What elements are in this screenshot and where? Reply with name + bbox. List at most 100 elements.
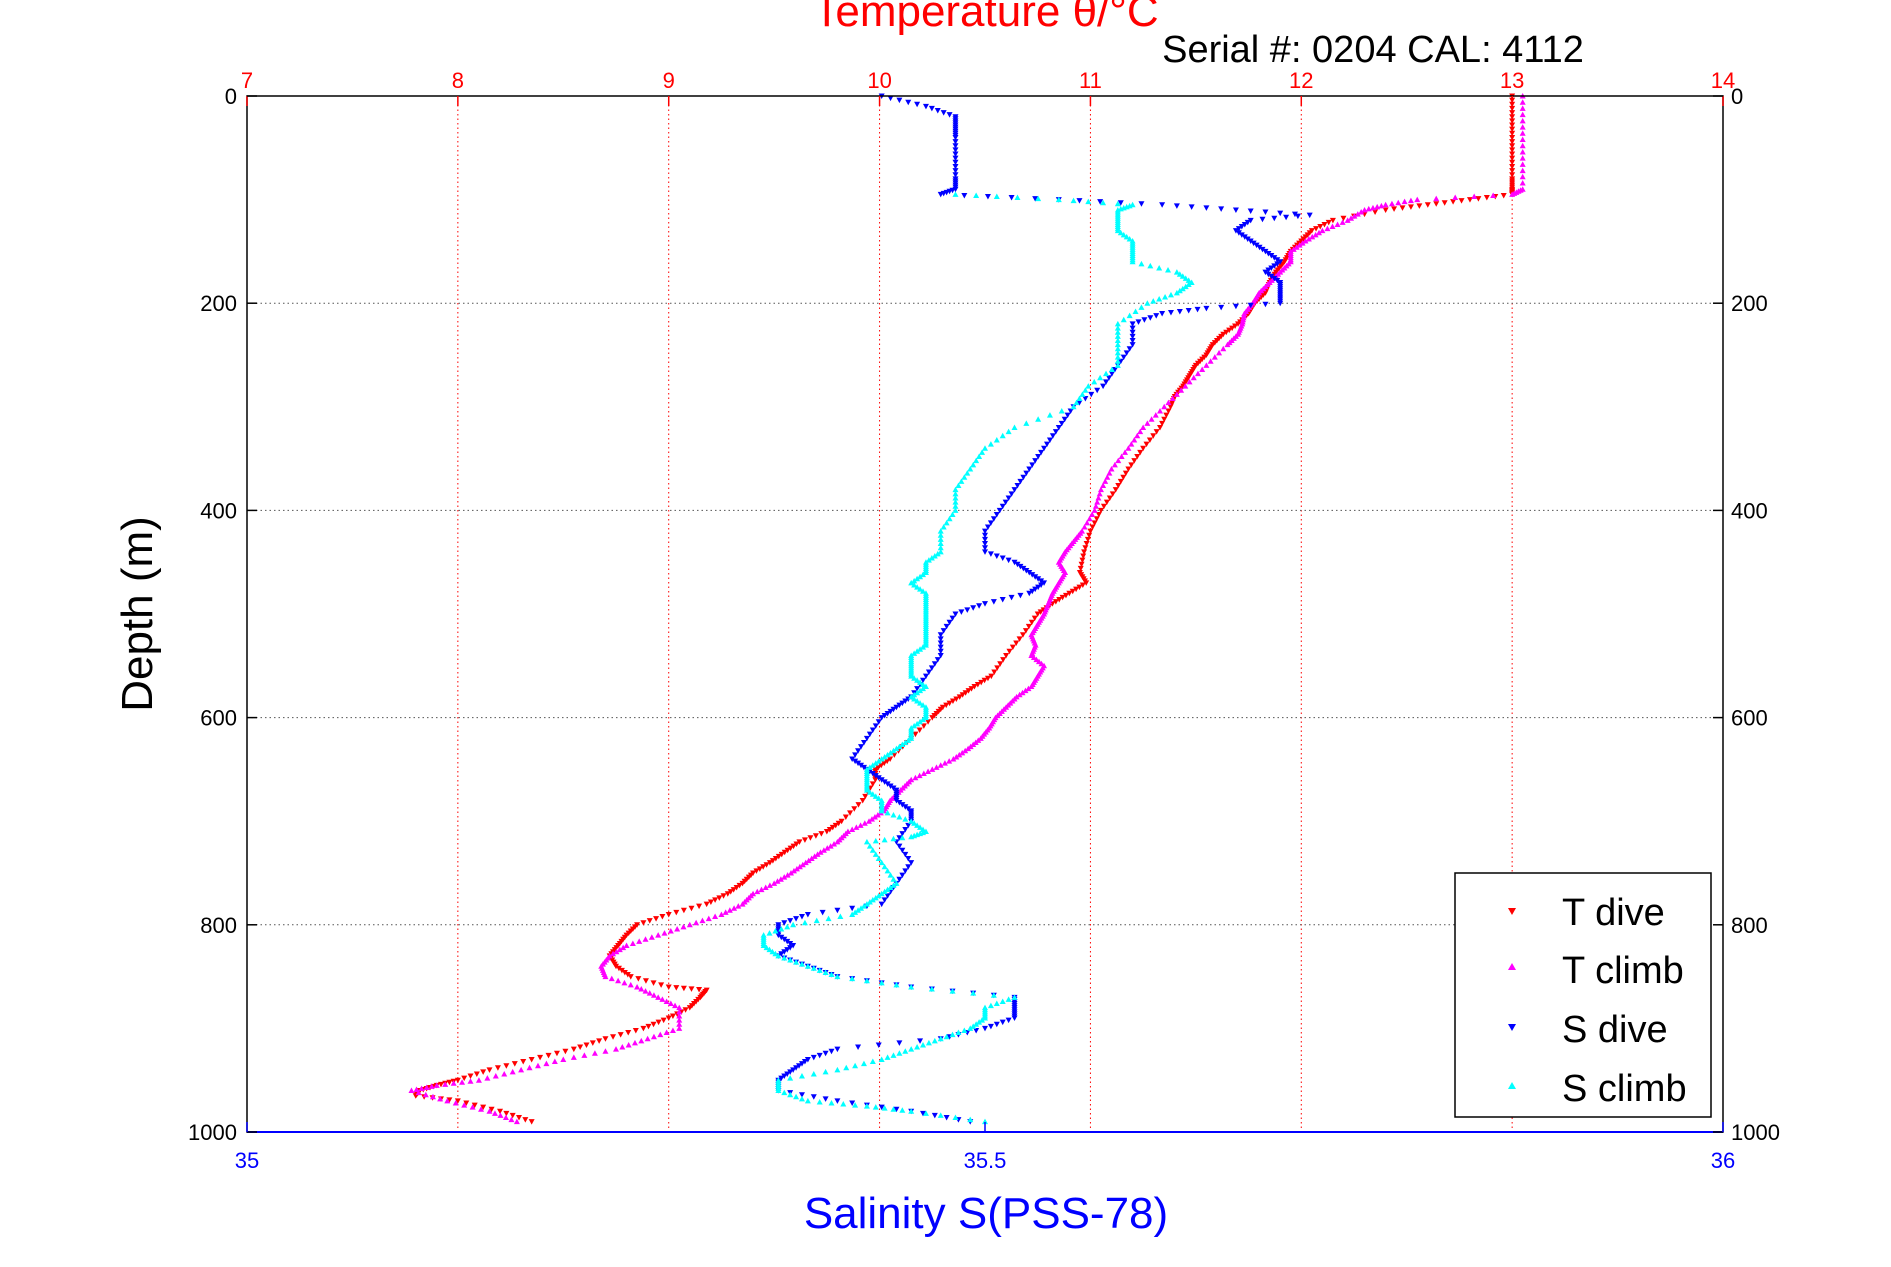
data-point [1005,1017,1012,1024]
data-point [1156,296,1163,302]
data-point [618,967,625,974]
data-point [1232,228,1239,234]
data-point [720,893,727,899]
data-point [990,516,997,522]
data-point [787,918,794,924]
data-point [1268,265,1275,271]
data-point [902,1048,909,1054]
data-point [1115,457,1122,464]
data-point [781,920,788,926]
data-point [1064,412,1071,419]
data-point [1176,287,1183,294]
data-point [1365,205,1372,212]
data-point [970,605,977,611]
data-point [1283,214,1290,221]
data-point [911,722,918,729]
data-point [949,511,956,518]
data-point [516,1114,523,1121]
data-point [872,760,879,766]
data-point [509,1068,516,1075]
data-point [1274,261,1281,267]
data-point [1043,441,1050,448]
data-point [621,969,628,976]
data-point [1078,561,1085,568]
data-point [528,1119,535,1125]
data-point [1084,519,1091,526]
data-point [881,897,888,903]
data-point [788,870,795,876]
data-point [871,814,878,820]
data-point [1022,628,1029,634]
data-point [1190,374,1197,381]
data-point [982,1025,988,1032]
data-point [787,957,794,963]
data-point [1268,253,1275,259]
data-point [1128,441,1135,447]
data-point [480,1104,487,1111]
data-point [1023,567,1030,574]
data-point [570,1046,577,1053]
data-point [952,163,959,170]
data-point [899,831,906,837]
data-point [503,1110,510,1117]
data-point [1519,186,1526,192]
data-point [1058,420,1065,427]
data-point [925,557,932,563]
data-point [1079,582,1086,588]
data-point [1509,126,1516,133]
data-point [1509,134,1516,141]
data-point [1017,592,1024,599]
data-point [528,1056,535,1063]
data-point [778,951,785,957]
data-point [1388,200,1395,207]
data-point [920,588,927,594]
data-point [1483,195,1490,201]
data-point [1475,196,1482,202]
data-point [674,925,681,932]
data-point [787,945,794,951]
data-point [1085,383,1092,389]
data-point [1509,139,1516,145]
data-point [676,1025,683,1031]
data-point [1131,458,1138,464]
data-point [1315,229,1322,236]
data-point [613,948,620,955]
data-point [676,1012,683,1019]
data-point [914,720,921,727]
data-point [902,816,909,822]
data-point [1138,304,1145,310]
data-point [1005,557,1012,564]
data-point [1017,478,1024,485]
data-point [1433,195,1440,202]
data-point [1509,105,1516,112]
data-point [1211,354,1218,360]
data-point [1103,499,1110,506]
data-point [1340,215,1347,222]
data-point [1271,275,1278,282]
data-point [962,690,969,696]
data-point [896,843,903,850]
data-point [940,628,947,634]
data-point [908,983,915,990]
data-point [902,826,909,833]
data-point [1114,358,1121,364]
data-point [784,1071,791,1077]
data-point [884,751,891,758]
data-point [602,1036,609,1042]
data-point [437,1095,444,1102]
data-point [861,820,868,826]
data-point [1391,206,1398,212]
data-point [862,793,869,800]
data-point [724,891,731,897]
data-point [831,840,838,847]
data-point [993,1021,1000,1028]
data-point [655,1019,662,1026]
data-point [1291,211,1298,218]
data-point [1014,483,1021,489]
data-point [642,978,649,984]
data-point [801,1059,808,1065]
data-point [646,990,653,996]
data-point [967,465,974,472]
data-point [1265,250,1272,257]
top-axis-title: Temperature θ/°C [813,0,1158,36]
